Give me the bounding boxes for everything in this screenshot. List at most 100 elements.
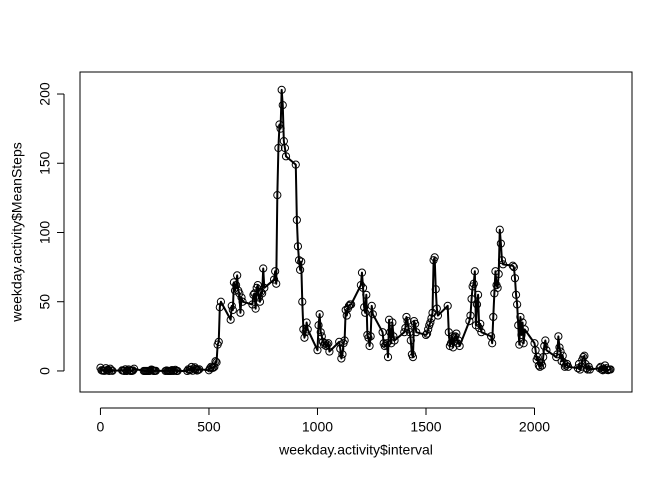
point-marker — [303, 325, 312, 334]
point-marker — [535, 362, 545, 371]
point-marker — [388, 318, 397, 327]
point-marker — [316, 328, 325, 337]
point-marker — [340, 336, 349, 345]
point-marker — [513, 300, 522, 309]
point-marker — [469, 279, 478, 288]
point-marker — [514, 321, 523, 330]
point-marker — [541, 336, 550, 345]
point-marker — [129, 364, 139, 373]
point-marker — [251, 304, 260, 313]
point-marker — [231, 281, 241, 290]
point-marker — [233, 271, 242, 280]
point-marker — [269, 275, 279, 284]
point-marker — [515, 340, 524, 349]
series-line — [99, 88, 611, 372]
point-marker — [317, 332, 326, 341]
point-marker — [477, 328, 486, 337]
point-marker — [476, 319, 485, 328]
point-marker — [211, 357, 220, 366]
point-marker — [465, 317, 474, 326]
point-marker — [426, 318, 435, 327]
point-marker — [300, 333, 309, 342]
point-marker — [555, 343, 564, 352]
point-marker — [520, 325, 529, 334]
y-axis-label: weekday.activity$MeanSteps — [9, 142, 25, 323]
point-marker — [585, 365, 594, 374]
point-marker — [405, 328, 414, 337]
point-marker — [315, 310, 324, 319]
point-marker — [496, 239, 505, 248]
point-marker — [255, 297, 265, 306]
point-marker — [454, 336, 463, 345]
point-marker — [364, 333, 373, 342]
point-marker — [128, 366, 138, 375]
point-marker — [214, 337, 223, 346]
point-marker — [540, 341, 549, 351]
point-marker — [509, 263, 518, 272]
point-marker — [366, 332, 375, 341]
point-marker — [313, 346, 322, 355]
point-marker — [519, 339, 528, 348]
point-marker — [564, 362, 573, 371]
point-marker — [338, 350, 347, 359]
point-marker — [238, 297, 247, 306]
point-marker — [382, 339, 392, 348]
point-marker — [292, 215, 301, 225]
point-marker — [489, 312, 498, 322]
point-marker — [106, 364, 115, 373]
point-marker — [493, 283, 502, 292]
point-marker — [301, 328, 310, 337]
point-marker — [498, 260, 508, 269]
point-marker — [580, 351, 589, 360]
point-marker — [422, 329, 432, 338]
point-marker — [216, 297, 225, 306]
point-marker — [227, 301, 236, 310]
point-marker — [403, 317, 412, 326]
point-marker — [421, 330, 431, 340]
point-marker — [361, 308, 370, 317]
point-marker — [280, 143, 290, 153]
point-marker — [542, 346, 551, 355]
point-marker — [228, 305, 237, 315]
point-marker — [488, 339, 497, 348]
point-marker — [406, 336, 415, 345]
point-marker — [606, 365, 615, 374]
point-marker — [325, 347, 334, 356]
point-marker — [443, 301, 452, 310]
point-marker — [258, 289, 267, 298]
point-marker — [278, 100, 287, 110]
point-marker — [235, 289, 244, 298]
point-marker — [166, 366, 176, 376]
point-marker — [337, 354, 346, 363]
point-marker — [291, 160, 300, 169]
point-marker — [467, 294, 476, 304]
x-tick-label: 2000 — [519, 419, 550, 435]
point-marker — [538, 361, 547, 370]
point-marker — [108, 366, 117, 375]
point-marker — [411, 319, 420, 328]
point-marker — [274, 143, 283, 153]
point-marker — [277, 85, 286, 94]
x-tick-label: 1500 — [410, 419, 441, 435]
point-marker — [357, 268, 367, 277]
point-marker — [368, 310, 377, 319]
point-marker — [383, 353, 393, 362]
point-marker — [472, 300, 482, 309]
y-tick-label: 0 — [37, 367, 53, 375]
point-marker — [365, 341, 374, 351]
point-marker — [298, 297, 307, 306]
point-marker — [433, 311, 443, 320]
point-marker — [273, 190, 282, 200]
point-marker — [494, 269, 503, 279]
point-marker — [272, 279, 281, 288]
point-marker — [473, 290, 483, 299]
x-tick-label: 1000 — [302, 419, 333, 435]
point-marker — [560, 362, 569, 371]
point-marker — [215, 303, 224, 312]
point-marker — [447, 332, 457, 341]
point-marker — [508, 261, 517, 270]
point-marker — [294, 256, 304, 265]
point-marker — [293, 242, 303, 251]
point-marker — [210, 362, 219, 371]
